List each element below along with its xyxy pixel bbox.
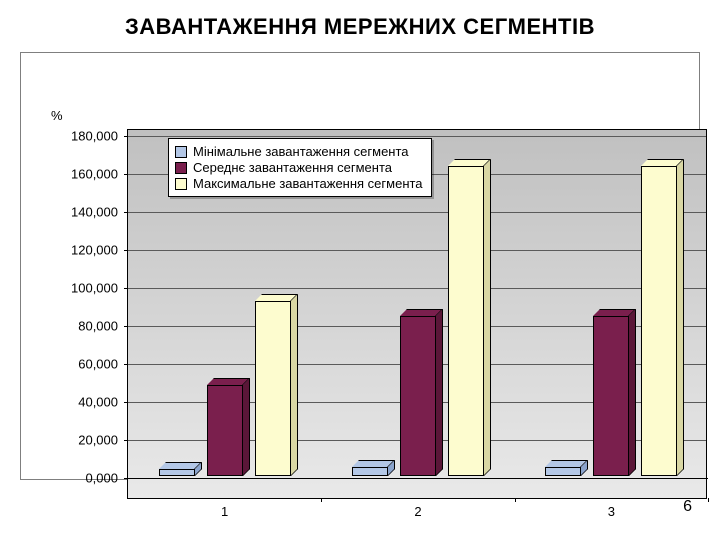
- bar: [448, 166, 484, 476]
- legend-swatch: [175, 178, 187, 190]
- legend: Мінімальне завантаження сегментаСереднє …: [168, 138, 432, 197]
- y-tick-mark: [124, 402, 128, 403]
- legend-label: Мінімальне завантаження сегмента: [193, 144, 409, 159]
- bar: [593, 316, 629, 476]
- legend-item: Максимальне завантаження сегмента: [175, 176, 423, 191]
- x-axis: [128, 478, 708, 479]
- y-tick-label: 40,000: [48, 395, 118, 410]
- y-tick-label: 140,000: [48, 205, 118, 220]
- y-tick-label: 60,000: [48, 357, 118, 372]
- y-tick-mark: [124, 212, 128, 213]
- plot-area: 0,00020,00040,00060,00080,000100,000120,…: [127, 129, 707, 499]
- bar: [641, 166, 677, 476]
- gridline: [128, 250, 706, 251]
- y-tick-label: 20,000: [48, 433, 118, 448]
- legend-label: Максимальне завантаження сегмента: [193, 176, 423, 191]
- x-tick-mark: [321, 498, 322, 502]
- gridline: [128, 288, 706, 289]
- x-tick-label: 1: [221, 498, 228, 519]
- y-tick-label: 0,000: [48, 471, 118, 486]
- bar: [255, 301, 291, 476]
- legend-item: Мінімальне завантаження сегмента: [175, 144, 423, 159]
- x-tick-mark: [708, 498, 709, 502]
- y-tick-mark: [124, 174, 128, 175]
- gridline: [128, 212, 706, 213]
- y-tick-mark: [124, 326, 128, 327]
- y-tick-label: 80,000: [48, 319, 118, 334]
- x-tick-label: 2: [414, 498, 421, 519]
- y-tick-mark: [124, 440, 128, 441]
- y-tick-mark: [124, 364, 128, 365]
- x-tick-label: 3: [608, 498, 615, 519]
- bar: [159, 469, 195, 476]
- legend-label: Середнє завантаження сегмента: [193, 160, 392, 175]
- y-axis-unit: %: [51, 108, 63, 123]
- y-tick-mark: [124, 136, 128, 137]
- bar: [352, 467, 388, 476]
- y-tick-label: 160,000: [48, 167, 118, 182]
- bar: [545, 467, 581, 476]
- bar: [400, 316, 436, 476]
- page-title: ЗАВАНТАЖЕННЯ МЕРЕЖНИХ СЕГМЕНТІВ: [0, 14, 720, 40]
- gridline: [128, 136, 706, 137]
- legend-swatch: [175, 146, 187, 158]
- chart-container: % 0,00020,00040,00060,00080,000100,00012…: [20, 52, 700, 480]
- x-tick-mark: [515, 498, 516, 502]
- y-tick-label: 120,000: [48, 243, 118, 258]
- legend-swatch: [175, 162, 187, 174]
- page-number: 6: [683, 498, 692, 516]
- y-tick-label: 180,000: [48, 129, 118, 144]
- y-tick-mark: [124, 288, 128, 289]
- y-tick-mark: [124, 250, 128, 251]
- bar: [207, 385, 243, 476]
- legend-item: Середнє завантаження сегмента: [175, 160, 423, 175]
- y-tick-label: 100,000: [48, 281, 118, 296]
